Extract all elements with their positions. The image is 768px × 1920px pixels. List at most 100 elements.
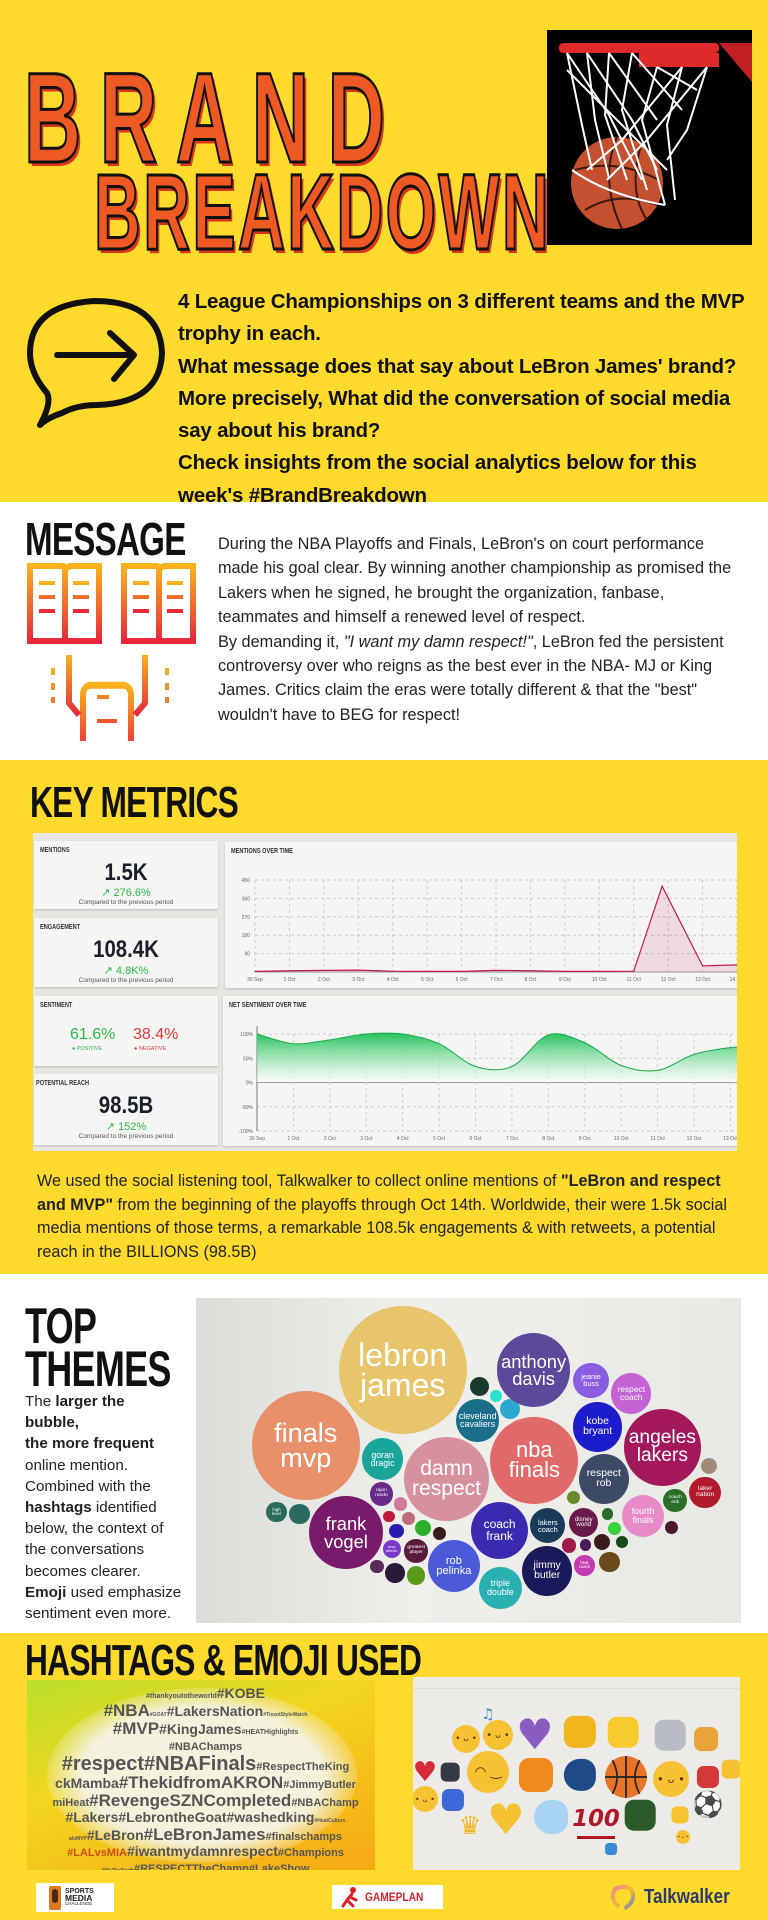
theme-bubble[interactable]: respect rob [578, 1454, 629, 1504]
theme-bubble[interactable]: rob pelinka [427, 1539, 481, 1593]
star-struck-icon: • ᴗ • [676, 1830, 690, 1844]
hashtag-line: #NBA#GOAT#LakersNation#TissotStyleWatch [33, 1702, 375, 1720]
theme-bubble[interactable]: jeanie buss [573, 1362, 609, 1398]
theme-bubble[interactable]: triple double [479, 1566, 522, 1610]
data-point [426, 970, 428, 972]
hashtag: #RespectTheKing [256, 1761, 350, 1773]
popcorn-icon [696, 1765, 720, 1789]
y-tick-label: 0% [246, 1081, 254, 1087]
goat-icon [654, 1719, 686, 1751]
theme-bubble[interactable]: cleveland cavaliers [456, 1399, 499, 1442]
message-paragraph-2-start: By demanding it, [218, 632, 344, 651]
theme-bubble[interactable]: finals mvp [251, 1391, 360, 1500]
red-heart-icon: ♥ [413, 1756, 438, 1788]
themes-heading-themes: THEMES [25, 1341, 171, 1397]
hashtag: #MVP [112, 1719, 160, 1738]
x-tick-label: 8 Oct [542, 1136, 555, 1142]
flexed-biceps-icon [607, 1716, 639, 1748]
theme-bubble[interactable]: coach frank [471, 1502, 529, 1560]
hashtag: #LALvsMIA [67, 1847, 127, 1859]
themes-text-segment: online mention. Combined with the [25, 1456, 151, 1495]
yellow-heart-icon: ♥ [487, 1794, 525, 1844]
data-point [460, 970, 463, 972]
intro-text: 4 League Championships on 3 different te… [178, 290, 745, 507]
theme-bubble[interactable]: respect coach [611, 1373, 652, 1414]
hashtag: #Lakers [65, 1809, 119, 1825]
hashtag: #NBA [103, 1701, 150, 1720]
data-point [392, 970, 394, 972]
theme-bubble[interactable]: laker nation [689, 1476, 721, 1509]
hashtag: #iwantmydamnrespect [126, 1843, 278, 1859]
theme-bubble[interactable]: rajon rondo [369, 1482, 394, 1506]
x-tick-label: 30 Sep [247, 977, 263, 983]
bubble-label: high level [272, 1506, 281, 1516]
raised-fist-icon [721, 1759, 740, 1779]
sentiment-card: SENTIMENT 61.6% 38.4% ● POSITIVE ● NEGAT… [34, 996, 218, 1066]
x-tick-label: 5 Oct [433, 1136, 446, 1142]
theme-bubble[interactable]: nba finals [490, 1416, 579, 1505]
microphone-icon [49, 1885, 61, 1910]
title-brand: BRAND [23, 47, 404, 190]
reach-change: ↗ 152% [105, 1121, 147, 1133]
theme-bubble[interactable]: disney world [569, 1507, 599, 1538]
x-tick-label: 13 Oct [723, 1136, 737, 1142]
hundred-points-icon: 100 [572, 1801, 620, 1839]
talkwalker-mark-icon [611, 1885, 635, 1910]
theme-dot [664, 1520, 679, 1535]
emoji-cloud-image: ♥ • ᴗ • • ᴗ • ♥ ◠ ‿ • ᴗ • • ᴗ • ♛ ♥ 100 ⚽ ♫ • ᴗ • [413, 1677, 740, 1870]
hashtags-heading: HASHTAGS & EMOJI USED [25, 1636, 422, 1685]
mentions-chart-title: MENTIONS OVER TIME [231, 848, 293, 855]
bubble-label: goran dragic [370, 1449, 395, 1468]
reach-label: POTENTIAL REACH [36, 1080, 90, 1087]
theme-bubble[interactable]: coach erik [663, 1488, 687, 1513]
theme-bubble[interactable]: fourth finals [621, 1494, 665, 1537]
theme-bubble[interactable]: frank vogel [309, 1495, 383, 1570]
theme-bubble[interactable]: greatest player [404, 1539, 428, 1563]
theme-bubble[interactable]: angeles lakers [623, 1408, 701, 1486]
x-tick-label: 3 Oct [360, 1136, 373, 1142]
theme-dot [599, 1551, 620, 1573]
x-tick-label: 10 Oct [592, 977, 607, 983]
bubble-label: greatest player [407, 1545, 426, 1555]
hashtag: #LeBron [86, 1827, 144, 1843]
theme-bubble[interactable]: high level [266, 1501, 287, 1522]
bubble-label: cleveland cavaliers [458, 1410, 497, 1430]
theme-dot [700, 1458, 717, 1475]
theme-bubble[interactable]: heat coach [574, 1555, 595, 1576]
theme-dot [407, 1566, 426, 1585]
theme-bubble[interactable]: lakers coach [530, 1508, 566, 1544]
engagement-compare: Compared to the previous period [78, 977, 174, 984]
bubble-label: heat coach [578, 1560, 591, 1570]
reach-compare: Compared to the previous period [78, 1133, 174, 1140]
hashtag: #HEATHighlights [241, 1729, 299, 1736]
data-point [495, 969, 497, 971]
theme-bubble[interactable]: lebron james [338, 1305, 467, 1435]
mentions-compare: Compared to the previous period [78, 899, 174, 906]
hashtag-line: #Lakers#LebrontheGoat#washedking#HeatCul… [33, 1810, 375, 1826]
theme-bubble[interactable]: jimmy butler [522, 1546, 573, 1596]
bubble-label: coach frank [483, 1517, 516, 1543]
theme-dot [289, 1503, 310, 1525]
theme-dot [608, 1521, 622, 1536]
hashtag: #GOAT [149, 1712, 167, 1718]
data-point [323, 969, 325, 971]
theme-bubble[interactable]: damn respect [404, 1436, 489, 1521]
hashtag: #washedking [226, 1809, 315, 1825]
theme-bubble[interactable]: mvp lebron [382, 1540, 401, 1559]
bubble-label: jimmy butler [533, 1560, 561, 1582]
bubble-label: mvp lebron [386, 1544, 398, 1554]
positive-label: ● POSITIVE [72, 1046, 103, 1052]
hashtag: #KingJames [159, 1721, 242, 1737]
hashtag: #RESPECTTheChamp [133, 1863, 249, 1871]
theme-bubble[interactable]: goran dragic [361, 1437, 404, 1480]
hashtag-line: ckMamba#ThekidfromAKRON#JimmyButler [33, 1774, 375, 1792]
data-point [701, 965, 704, 967]
data-point [288, 970, 291, 972]
theme-bubble[interactable]: anthony davis [497, 1333, 571, 1407]
theme-bubble[interactable]: kobe bryant [572, 1402, 623, 1452]
talkwalker-logo: Talkwalker [608, 1880, 748, 1914]
trophy-icon [563, 1715, 597, 1749]
purple-heart-icon: ♥ [516, 1709, 554, 1759]
bubble-label: respect rob [586, 1467, 621, 1489]
themes-bubble-chart: lebron james finals mvp anthony davis jeani… [196, 1298, 741, 1623]
